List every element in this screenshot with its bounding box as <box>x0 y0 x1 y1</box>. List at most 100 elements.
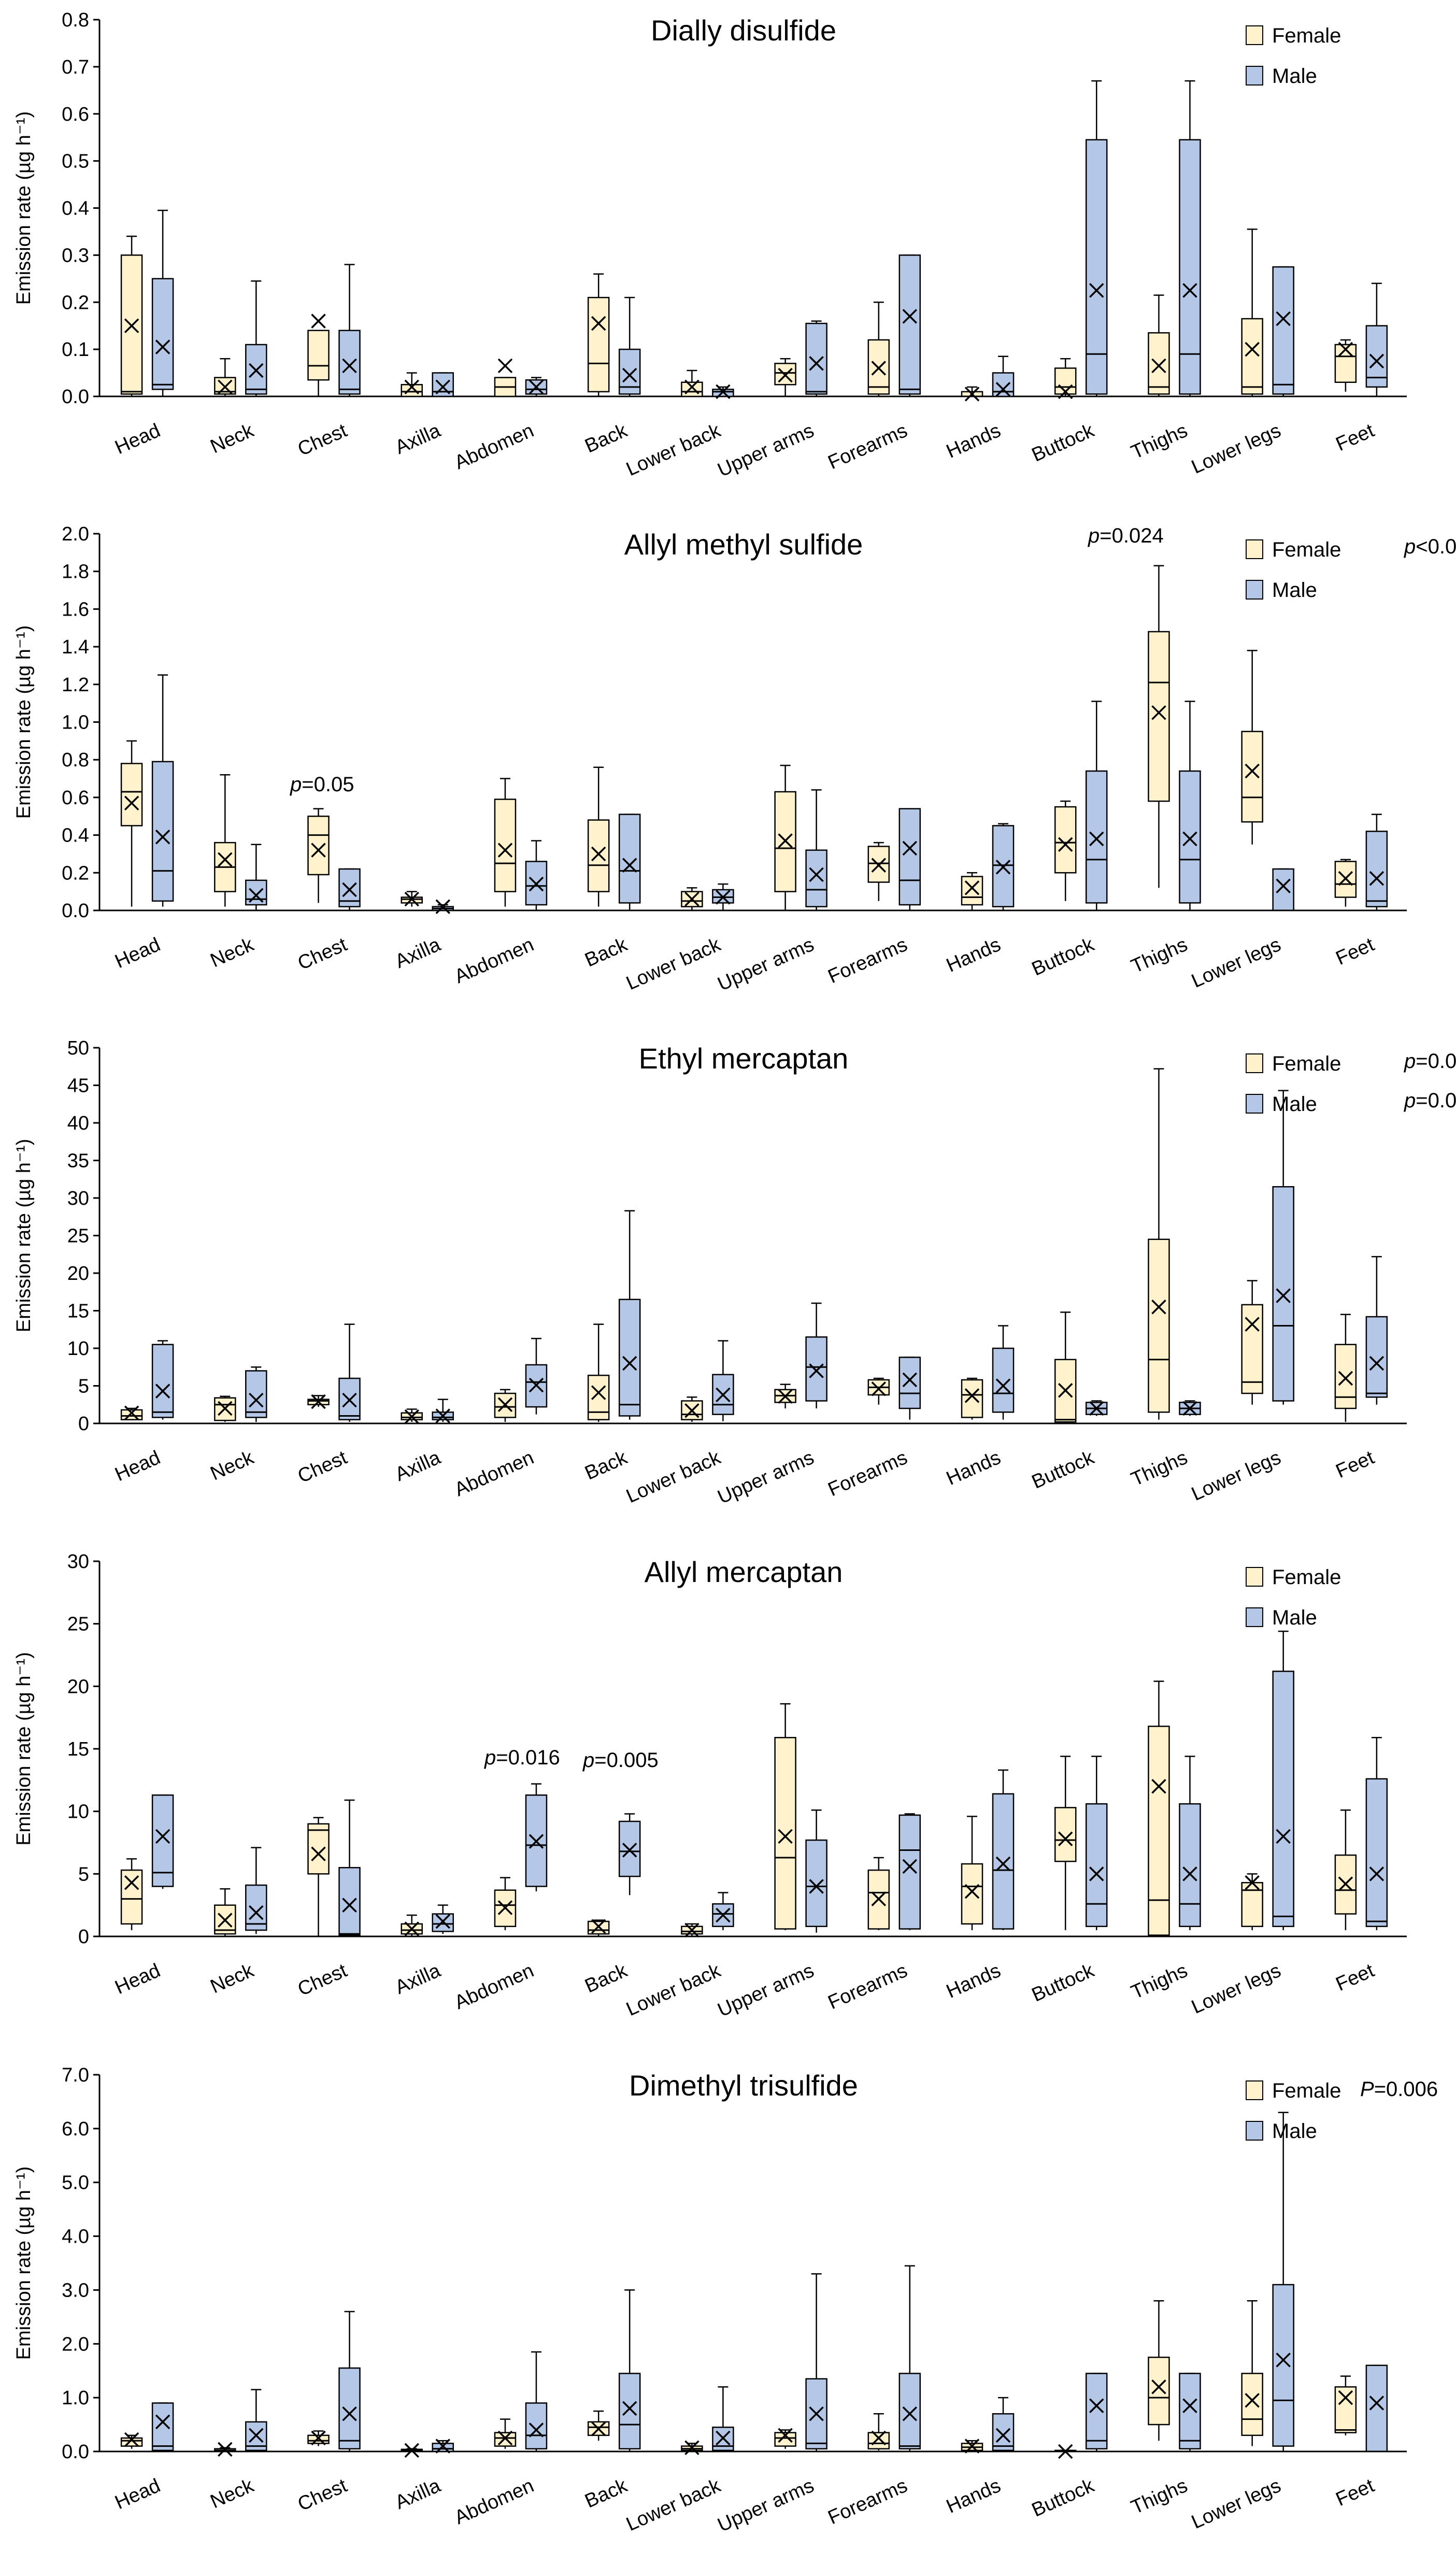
mean-marker <box>435 1408 450 1423</box>
box-male-neck <box>245 1847 267 1934</box>
mean-marker <box>622 1356 637 1371</box>
mean-marker <box>124 1405 139 1420</box>
box-body <box>432 372 454 397</box>
x-tick-label-forearms: Forearms <box>825 420 911 474</box>
box-body <box>1054 806 1077 874</box>
mean-marker <box>1089 1866 1104 1881</box>
box-body <box>1241 2373 1263 2436</box>
x-tick-label-thighs: Thighs <box>1128 934 1191 978</box>
x-tick-label-forearms: Forearms <box>825 1960 911 2014</box>
y-tick-label: 1.0 <box>62 2387 89 2409</box>
x-tick-label-buttock: Buttock <box>1029 1959 1098 2006</box>
box-body <box>1365 831 1388 907</box>
box-body <box>805 322 827 395</box>
box-male-hands <box>992 1769 1015 1930</box>
mean-marker <box>404 891 419 907</box>
legend-swatch-female <box>1246 1053 1263 1073</box>
y-tick-label: 5.0 <box>62 2172 89 2194</box>
mean-marker <box>871 858 887 873</box>
y-tick-label: 0.8 <box>62 749 89 771</box>
box-male-buttock <box>1086 1756 1108 1930</box>
mean-marker <box>1245 341 1260 357</box>
box-body <box>120 1869 143 1925</box>
y-tick-label: 3.0 <box>62 2279 89 2301</box>
mean-marker <box>1058 1831 1073 1846</box>
p-value-prefix: P <box>1360 2078 1374 2101</box>
x-tick-label-feet: Feet <box>1333 420 1378 455</box>
box-body <box>805 849 827 907</box>
box-body <box>1179 2373 1201 2450</box>
p-value-number: =0.037 <box>1416 1050 1456 1073</box>
mean-marker <box>342 358 357 374</box>
box-female-buttock <box>1054 358 1077 400</box>
box-male-upper-arms <box>805 1302 827 1408</box>
mean-marker <box>529 876 544 892</box>
x-tick-label-chest: Chest <box>294 1960 350 2001</box>
x-tick-label-abdomen: Abdomen <box>451 934 537 988</box>
y-axis-title: Emission rate (µg h⁻¹) <box>13 625 35 819</box>
box-male-chest <box>338 264 361 396</box>
x-tick-label-forearms: Forearms <box>825 1447 911 1501</box>
mean-marker <box>155 1384 170 1399</box>
p-value-number: =0.035 <box>1416 1089 1456 1112</box>
mean-marker <box>249 1392 264 1408</box>
box-body <box>151 2402 174 2451</box>
mean-marker <box>995 1856 1011 1872</box>
y-tick-label: 0 <box>78 1413 89 1435</box>
mean-marker <box>1058 2444 1073 2459</box>
mean-marker <box>809 867 824 882</box>
box-male-lower-legs <box>1272 868 1294 911</box>
mean-marker <box>1276 1288 1291 1303</box>
legend-label-female: Female <box>1272 1566 1341 1589</box>
legend-swatch-female <box>1246 539 1263 559</box>
x-tick-label-lower-legs: Lower legs <box>1188 934 1284 992</box>
x-tick-label-hands: Hands <box>943 1447 1004 1490</box>
x-tick-label-head: Head <box>112 1960 164 1999</box>
p-value-prefix: p <box>1404 535 1416 558</box>
box-body <box>898 254 921 395</box>
x-tick-label-forearms: Forearms <box>825 2475 911 2529</box>
mean-marker <box>249 2428 264 2443</box>
mean-marker <box>155 2414 170 2430</box>
box-female-thighs <box>1148 1680 1170 1936</box>
y-tick-label: 35 <box>67 1150 89 1172</box>
mean-marker <box>1369 871 1384 886</box>
p-value-number: =0.05 <box>302 773 354 796</box>
box-male-forearms <box>898 254 921 396</box>
box-body <box>307 1823 330 1875</box>
mean-marker <box>1089 831 1104 847</box>
box-body <box>120 1409 143 1420</box>
box-female-thighs <box>1148 294 1170 396</box>
box-female-chest <box>307 808 330 903</box>
box-body <box>587 819 610 892</box>
mean-marker <box>497 843 513 858</box>
box-female-forearms <box>867 842 890 901</box>
mean-marker <box>995 1378 1011 1393</box>
box-male-feet <box>1365 1256 1388 1405</box>
legend-label-male: Male <box>1272 579 1317 602</box>
p-value-prefix: p <box>484 1746 496 1769</box>
box-female-back <box>587 2410 610 2441</box>
box-male-neck <box>245 2389 267 2451</box>
p-value-number: =0.005 <box>594 1749 658 1772</box>
box-male-lower-back <box>712 1340 734 1421</box>
legend-swatch-male <box>1246 580 1263 600</box>
box-female-lower-legs <box>1241 1873 1263 1930</box>
box-body <box>1241 318 1263 395</box>
box-male-feet <box>1365 1737 1388 1930</box>
mean-marker <box>529 2422 544 2437</box>
box-female-feet <box>1334 2375 1357 2435</box>
mean-marker <box>716 890 731 905</box>
box-female-chest <box>307 1817 330 1936</box>
box-female-lower-legs <box>1241 1280 1263 1405</box>
x-tick-label-chest: Chest <box>294 2475 350 2516</box>
mean-marker <box>1151 1300 1166 1315</box>
mean-marker <box>809 2406 824 2421</box>
x-tick-label-lower-legs: Lower legs <box>1188 1447 1284 1505</box>
mean-marker <box>155 829 170 845</box>
box-male-chest <box>338 2311 361 2451</box>
p-value-annotation: P=0.006 <box>1360 2078 1438 2101</box>
x-tick-label-buttock: Buttock <box>1029 933 1098 980</box>
x-tick-label-abdomen: Abdomen <box>451 1447 537 1501</box>
chart-title: Dially disulfide <box>651 14 836 47</box>
